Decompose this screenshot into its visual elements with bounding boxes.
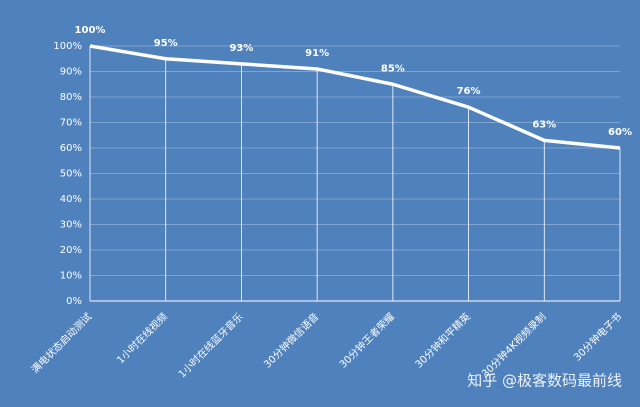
y-tick-label: 90% <box>60 67 82 78</box>
value-label: 91% <box>305 48 329 59</box>
y-tick-label: 10% <box>60 271 82 282</box>
y-tick-label: 40% <box>60 194 82 205</box>
line <box>89 44 621 150</box>
y-tick-label: 70% <box>60 118 82 129</box>
value-label: 60% <box>608 127 632 138</box>
x-tick-label: 30分钟微信语音 <box>261 310 322 371</box>
y-tick-label: 20% <box>60 245 82 256</box>
value-label: 85% <box>381 63 405 74</box>
y-tick-label: 30% <box>60 220 82 231</box>
x-tick-label: 30分钟王者荣耀 <box>336 310 397 371</box>
x-tick-label: 30分钟电子书 <box>571 310 625 364</box>
value-label: 63% <box>532 119 556 130</box>
x-tick-label: 满电状态启动测试 <box>28 310 94 376</box>
x-tick-label: 30分钟4K视频录制 <box>479 310 549 380</box>
y-tick-label: 0% <box>66 296 82 307</box>
y-tick-label: 100% <box>53 41 82 52</box>
value-label: 93% <box>229 43 253 54</box>
value-label: 100% <box>75 25 106 36</box>
value-label: 95% <box>154 38 178 49</box>
x-tick-label: 30分钟和平精英 <box>412 310 473 371</box>
value-label: 76% <box>457 86 481 97</box>
y-tick-label: 80% <box>60 92 82 103</box>
x-tick-label: 1小时在线蓝牙音乐 <box>175 310 245 380</box>
watermark: 知乎 @极客数码最前线 <box>467 372 622 390</box>
y-tick-label: 50% <box>60 169 82 180</box>
x-tick-label: 1小时在线视频 <box>114 310 170 366</box>
y-tick-label: 60% <box>60 143 82 154</box>
